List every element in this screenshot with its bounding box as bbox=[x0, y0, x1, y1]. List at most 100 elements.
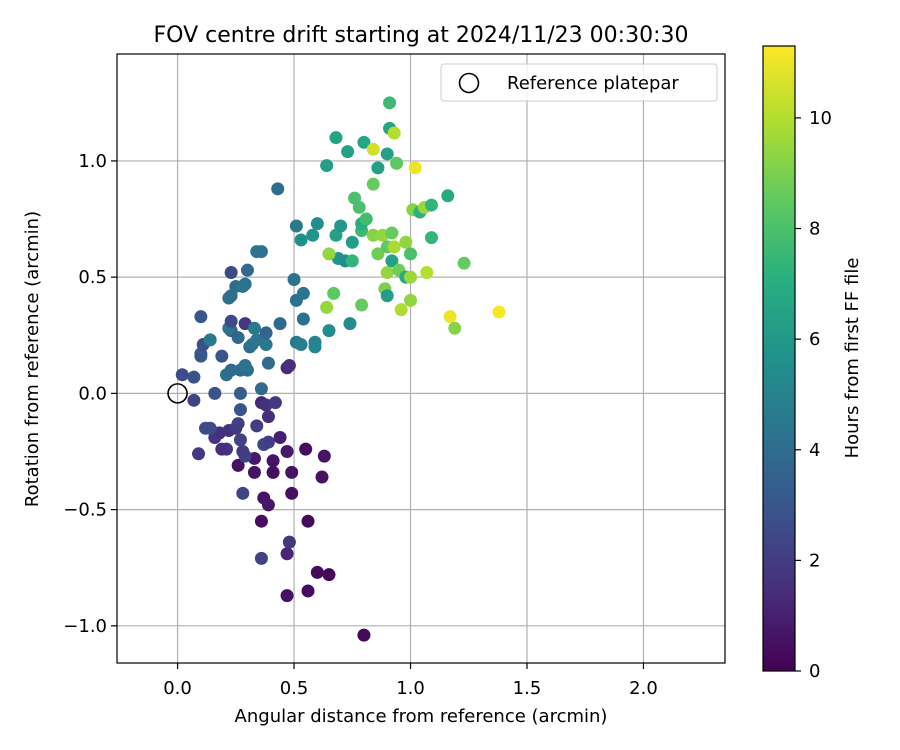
data-point bbox=[250, 419, 264, 433]
data-point bbox=[192, 447, 206, 461]
x-axis-ticks: 0.0 0.5 1.0 1.5 2.0 bbox=[163, 663, 658, 699]
data-point bbox=[366, 228, 380, 242]
data-point bbox=[385, 226, 399, 240]
colorbar-tick-label: 0 bbox=[809, 661, 820, 682]
legend: Reference platepar bbox=[440, 63, 718, 102]
x-tick-label: 1.5 bbox=[513, 678, 542, 699]
data-point bbox=[385, 254, 399, 268]
data-point bbox=[203, 333, 217, 347]
data-point bbox=[236, 444, 250, 458]
legend-label: Reference platepar bbox=[507, 73, 679, 94]
data-point bbox=[233, 433, 247, 447]
data-point bbox=[345, 254, 359, 268]
data-point bbox=[215, 349, 229, 363]
data-point bbox=[366, 177, 380, 191]
x-tick-label: 0.5 bbox=[280, 678, 309, 699]
data-point bbox=[289, 219, 303, 233]
data-point bbox=[238, 358, 252, 372]
data-point bbox=[387, 126, 401, 140]
data-point bbox=[280, 444, 294, 458]
data-point bbox=[334, 219, 348, 233]
data-point bbox=[271, 182, 285, 196]
data-point bbox=[399, 235, 413, 249]
data-point bbox=[273, 431, 287, 445]
data-point bbox=[355, 298, 369, 312]
data-point bbox=[287, 272, 301, 286]
data-point bbox=[240, 263, 254, 277]
data-point bbox=[296, 312, 310, 326]
data-point bbox=[327, 286, 341, 300]
data-point bbox=[254, 514, 268, 528]
colorbar-ticks: 0 2 4 6 8 10 bbox=[795, 108, 832, 682]
data-point bbox=[203, 421, 217, 435]
colorbar: 0 2 4 6 8 10 Hours from first FF file bbox=[762, 45, 863, 682]
x-tick-label: 1.0 bbox=[396, 678, 425, 699]
data-point bbox=[296, 286, 310, 300]
data-point bbox=[175, 368, 189, 382]
data-point bbox=[341, 145, 355, 159]
data-point bbox=[247, 321, 261, 335]
data-point bbox=[424, 198, 438, 212]
data-point bbox=[259, 338, 273, 352]
data-point bbox=[404, 293, 418, 307]
data-point bbox=[282, 358, 296, 372]
x-axis-label: Angular distance from reference (arcmin) bbox=[235, 706, 608, 727]
data-point bbox=[404, 247, 418, 261]
colorbar-tick-label: 2 bbox=[809, 550, 820, 571]
data-point bbox=[280, 589, 294, 603]
data-point bbox=[224, 363, 238, 377]
data-point bbox=[320, 300, 334, 314]
data-point bbox=[236, 486, 250, 500]
data-point bbox=[233, 386, 247, 400]
data-point bbox=[261, 498, 275, 512]
data-point bbox=[261, 435, 275, 449]
data-point bbox=[301, 514, 315, 528]
chart-title: FOV centre drift starting at 2024/11/23 … bbox=[154, 23, 689, 48]
data-point bbox=[266, 465, 280, 479]
data-point bbox=[285, 465, 299, 479]
data-point bbox=[443, 310, 457, 324]
data-point bbox=[285, 486, 299, 500]
plot-area: 0.0 0.5 1.0 1.5 2.0 −1.0 −0.5 0.0 0.5 1.0 Refere… bbox=[63, 53, 726, 699]
data-point bbox=[259, 326, 273, 340]
data-point bbox=[390, 156, 404, 170]
data-point bbox=[273, 317, 287, 331]
data-point bbox=[208, 386, 222, 400]
data-point bbox=[387, 240, 401, 254]
data-point bbox=[457, 256, 471, 270]
grid bbox=[117, 54, 725, 663]
colorbar-tick-label: 8 bbox=[809, 219, 820, 240]
data-point bbox=[254, 551, 268, 565]
colorbar-tick-label: 10 bbox=[809, 108, 832, 129]
data-point bbox=[371, 247, 385, 261]
data-point bbox=[424, 231, 438, 245]
data-point bbox=[322, 324, 336, 338]
data-point bbox=[247, 465, 261, 479]
data-point bbox=[254, 245, 268, 259]
data-point bbox=[448, 321, 462, 335]
colorbar-gradient bbox=[762, 45, 796, 672]
data-point bbox=[215, 442, 229, 456]
data-point bbox=[322, 568, 336, 582]
data-point bbox=[441, 189, 455, 203]
data-point bbox=[322, 247, 336, 261]
data-point bbox=[408, 161, 422, 175]
data-point bbox=[315, 470, 329, 484]
y-tick-label: 0.5 bbox=[78, 267, 107, 288]
y-tick-label: 1.0 bbox=[78, 151, 107, 172]
colorbar-tick-label: 6 bbox=[809, 329, 820, 350]
reference-marker bbox=[167, 383, 188, 404]
data-point bbox=[329, 131, 343, 145]
data-point bbox=[294, 233, 308, 247]
data-point bbox=[301, 584, 315, 598]
data-point bbox=[268, 396, 282, 410]
data-point bbox=[231, 458, 245, 472]
data-point bbox=[224, 314, 238, 328]
data-point bbox=[282, 535, 296, 549]
data-point bbox=[308, 340, 322, 354]
data-points bbox=[175, 96, 506, 642]
colorbar-tick-label: 4 bbox=[809, 440, 820, 461]
legend-box bbox=[440, 63, 718, 102]
data-point bbox=[371, 161, 385, 175]
data-point bbox=[404, 270, 418, 284]
